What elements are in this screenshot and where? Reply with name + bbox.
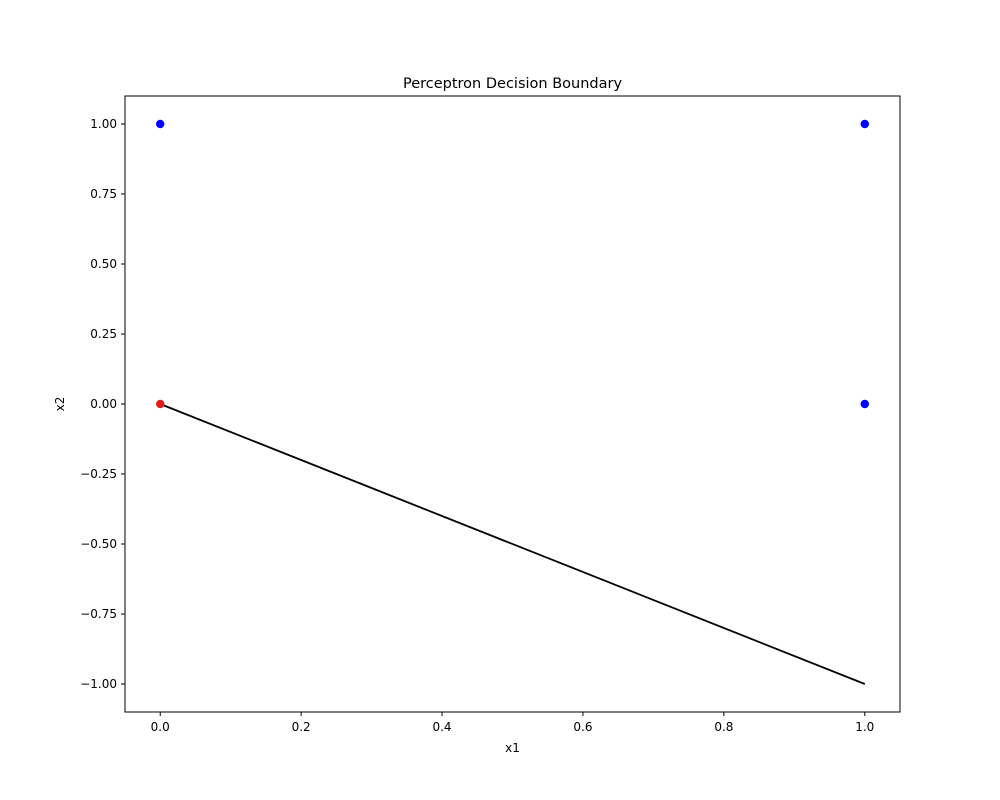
y-tick-label: 0.00 [90, 397, 117, 411]
y-tick-label: −1.00 [80, 677, 117, 691]
data-point [156, 399, 165, 409]
plot-frame [124, 95, 901, 713]
decision-boundary-line [159, 403, 866, 685]
y-tick-label: 1.00 [90, 117, 117, 131]
y-tick-label: −0.75 [80, 607, 117, 621]
x-axis-label: x1 [505, 741, 520, 755]
x-tick-label: 0.0 [151, 720, 170, 734]
x-tick-label: 0.4 [432, 720, 451, 734]
data-point [860, 399, 869, 409]
y-tick-label: −0.50 [80, 537, 117, 551]
y-tick-label: 0.25 [90, 327, 117, 341]
x-tick-label: 1.0 [855, 720, 874, 734]
x-tick-label: 0.6 [573, 720, 592, 734]
x-tick-label: 0.8 [714, 720, 733, 734]
x-tick-label: 0.2 [292, 720, 311, 734]
y-tick-label: 0.50 [90, 257, 117, 271]
y-axis-label: x2 [53, 397, 67, 412]
data-point [156, 119, 165, 129]
y-tick-label: 0.75 [90, 187, 117, 201]
y-tick-label: −0.25 [80, 467, 117, 481]
data-point [860, 119, 869, 129]
chart-title: Perceptron Decision Boundary [403, 76, 622, 92]
